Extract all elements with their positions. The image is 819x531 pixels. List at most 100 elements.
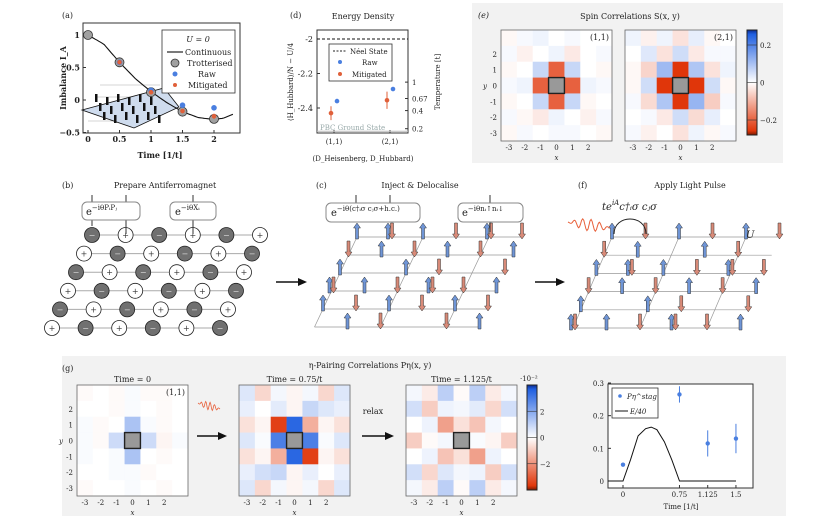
heatmap-cell <box>672 61 689 78</box>
heatmap-cell <box>406 400 423 418</box>
gate-exponent: −iθPᵢPⱼ <box>92 204 117 212</box>
spin-down-arrow <box>703 313 711 331</box>
x-tick-label: 1 <box>146 499 150 507</box>
heatmap-cell <box>437 480 454 497</box>
spin-down-arrow <box>476 240 485 258</box>
spin-down-arrow <box>759 259 768 276</box>
site-sign: − <box>82 324 89 333</box>
site-plus <box>111 320 128 336</box>
gate-base: e <box>462 208 468 219</box>
site-sign: − <box>156 231 163 240</box>
heatmap-cell <box>92 432 110 449</box>
heatmap-cell <box>302 464 319 481</box>
heatmap-cell <box>286 385 303 402</box>
heatmap-cell <box>421 400 439 418</box>
heatmap-cell <box>239 400 256 418</box>
heatmap-cell <box>437 464 454 481</box>
panel-f: (f) Apply Light Pulse teiAc†ᵢσ cⱼσ U <box>567 181 784 331</box>
heatmap-cell <box>704 45 721 63</box>
gate-base: e <box>175 207 181 218</box>
heatmap-cell <box>501 61 518 78</box>
heatmap-cell <box>453 416 470 433</box>
heatmap-2: -3 -3 -2 -2 -1 -1 0 0 1 1 2 2 x y (1,1) <box>482 29 613 162</box>
mitigated-point <box>211 113 217 119</box>
heatmap-cell <box>704 125 721 142</box>
heatmap-cell <box>672 109 689 126</box>
spin-down-arrow <box>418 294 426 312</box>
spin-up-arrow <box>643 295 652 313</box>
inset-spin <box>99 103 102 111</box>
heatmap-cell <box>656 125 673 142</box>
heatmap-cell <box>140 400 157 418</box>
site-sign: + <box>173 268 180 277</box>
spin-down-arrow <box>718 277 727 295</box>
x-tick-label: 1.5 <box>730 491 741 499</box>
x-tick-label: 1 <box>148 134 154 144</box>
heatmap-cell <box>108 480 125 497</box>
site-minus <box>144 320 161 336</box>
heatmap-cell <box>156 432 173 449</box>
site-sign: − <box>191 305 198 314</box>
heatmap-cell <box>334 416 351 433</box>
heatmap-cell <box>688 125 705 142</box>
heatmap-cell <box>485 385 502 402</box>
heatmap-cell <box>108 400 125 418</box>
heatmap-cell <box>453 448 470 465</box>
spin-up-arrow <box>424 276 433 294</box>
heatmap-cell <box>596 77 613 94</box>
inset-spin <box>154 106 157 114</box>
heatmap-cell <box>704 61 721 78</box>
heatmap-cell <box>564 61 581 78</box>
spin-up-arrow <box>319 294 327 312</box>
inset-spin <box>121 103 124 111</box>
spin-down-arrow <box>410 240 419 258</box>
spin-down-arrow <box>376 312 385 330</box>
site-plus <box>168 264 185 281</box>
x-tick-label: 1 <box>570 144 574 152</box>
colorbar-tick-label: −0.2 <box>760 117 777 125</box>
eta-line-xlabel: Time [1/t] <box>664 503 699 511</box>
heatmap-cell <box>77 464 94 481</box>
heatmap-cell <box>302 448 319 465</box>
heatmap-cell <box>172 464 189 481</box>
arrow-c-to-f <box>535 278 565 286</box>
heatmap-cell <box>688 109 705 126</box>
panel-b-label: (b) <box>62 181 73 190</box>
heatmap-cell <box>318 416 335 433</box>
heatmap-cell <box>640 30 658 47</box>
spin-up-arrow <box>451 294 459 312</box>
y-tick-label: 2 <box>493 51 497 59</box>
heatmap-cell <box>318 432 335 449</box>
site-minus <box>93 282 110 299</box>
heatmap-cell <box>640 109 658 126</box>
heatmap-cell <box>532 93 549 110</box>
lattice-bond <box>446 236 490 328</box>
site-sign: − <box>140 268 147 277</box>
origin-site <box>452 431 471 450</box>
svg-text:e−iθPᵢPⱼ: e−iθPᵢPⱼ <box>86 204 117 218</box>
heatmap-6: -3 -2 -1 0 1 2 x Time = 1.125/t <box>405 375 518 517</box>
spin-up-arrow <box>475 312 484 330</box>
site-sign: − <box>223 231 230 240</box>
heatmap-cell <box>318 448 335 465</box>
spin-down-arrow <box>428 276 437 294</box>
spin-down-arrow <box>388 222 396 240</box>
panel-d-title: Energy Density <box>332 12 395 21</box>
colorbar-tick-label: 0 <box>760 80 764 88</box>
mitigated-point <box>384 97 390 103</box>
inset-spin <box>143 103 146 111</box>
hopping-arc <box>613 218 647 235</box>
spin-up-arrow <box>659 258 668 276</box>
heatmap-cell <box>254 416 272 433</box>
heatmap-title: Time = 1.125/t <box>431 375 493 384</box>
inset-spin <box>150 97 153 105</box>
heatmap-cell <box>501 30 518 47</box>
trotterised-point <box>83 30 93 40</box>
x-tick-label: (2,1) <box>382 138 399 146</box>
site-plus <box>44 320 60 336</box>
heatmap-cell <box>688 77 705 94</box>
heatmap-cell <box>437 400 454 418</box>
heatmap-cell <box>532 125 549 142</box>
x-tick-label: 0 <box>292 499 296 507</box>
panel-d-y2label: Temperature [t] <box>434 54 442 111</box>
